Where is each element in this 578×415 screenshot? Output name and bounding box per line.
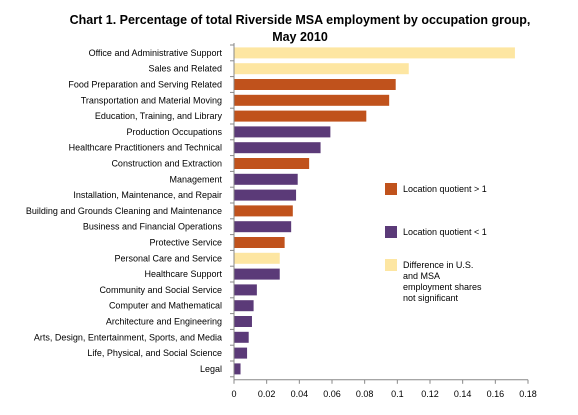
bar	[234, 79, 396, 90]
legend-label: and MSA	[403, 271, 440, 281]
category-label: Healthcare Support	[144, 269, 222, 279]
x-tick-label: 0.04	[291, 389, 309, 399]
bar	[234, 63, 409, 75]
category-label: Food Preparation and Serving Related	[68, 80, 222, 90]
x-axis: 0 0.02 0.04 0.06 0.08 0.1 0.12 0.14 0.16 0.18	[230, 43, 537, 399]
bar	[234, 94, 390, 106]
legend: Location quotient > 1 Location quotient <…	[385, 183, 487, 303]
category-label: Healthcare Practitioners and Technical	[69, 143, 222, 153]
chart-title-line-1: Chart 1. Percentage of total Riverside M…	[70, 13, 531, 27]
x-tick-label: 0.02	[258, 389, 276, 399]
category-label: Building and Grounds Cleaning and Mainte…	[26, 206, 222, 216]
chart-title-line-2: May 2010	[272, 30, 328, 44]
category-label: Transportation and Material Moving	[81, 95, 222, 105]
legend-swatch	[385, 183, 397, 195]
category-label: Sales and Related	[148, 64, 222, 74]
bar	[234, 173, 298, 185]
bar	[234, 237, 285, 248]
legend-label: Location quotient < 1	[403, 227, 487, 237]
category-label: Community and Social Service	[99, 285, 222, 295]
bar	[234, 300, 254, 312]
category-label: Computer and Mathematical	[109, 301, 222, 311]
bar	[234, 221, 292, 233]
legend-label: employment shares	[403, 282, 482, 292]
x-tick-label: 0.16	[487, 389, 505, 399]
bar	[234, 252, 280, 264]
legend-label: Location quotient > 1	[403, 184, 487, 194]
category-label: Protective Service	[149, 238, 222, 248]
bar	[234, 363, 241, 375]
x-tick-label: 0.1	[391, 389, 404, 399]
category-labels: Office and Administrative Support Sales a…	[26, 48, 223, 374]
category-label: Legal	[200, 364, 222, 374]
bar	[234, 316, 252, 327]
x-tick-label: 0.14	[454, 389, 472, 399]
legend-label: not significant	[403, 293, 459, 303]
x-tick-label: 0	[231, 389, 236, 399]
legend-swatch	[385, 226, 397, 238]
x-tick-label: 0.12	[421, 389, 439, 399]
bar	[234, 110, 367, 122]
category-label: Arts, Design, Entertainment, Sports, and…	[34, 332, 222, 342]
category-label: Office and Administrative Support	[89, 48, 223, 58]
bar	[234, 205, 293, 217]
bar	[234, 347, 248, 359]
category-label: Management	[169, 174, 222, 184]
x-tick-label: 0.18	[519, 389, 537, 399]
category-label: Business and Financial Operations	[83, 222, 223, 232]
category-label: Installation, Maintenance, and Repair	[73, 190, 222, 200]
bar	[234, 47, 515, 59]
category-label: Personal Care and Service	[114, 253, 222, 263]
bar	[234, 142, 321, 154]
category-label: Life, Physical, and Social Science	[87, 348, 222, 358]
bar	[234, 268, 280, 280]
bar	[234, 189, 297, 201]
bar	[234, 331, 249, 343]
bar	[234, 126, 331, 138]
bars-group	[234, 47, 515, 375]
legend-label: Difference in U.S.	[403, 260, 473, 270]
category-label: Construction and Extraction	[111, 159, 222, 169]
category-label: Production Occupations	[126, 127, 222, 137]
category-label: Education, Training, and Library	[95, 111, 223, 121]
legend-swatch	[385, 259, 397, 271]
category-label: Architecture and Engineering	[106, 317, 222, 327]
x-tick-label: 0.08	[356, 389, 374, 399]
bar	[234, 284, 257, 296]
x-tick-label: 0.06	[323, 389, 341, 399]
bar	[234, 158, 310, 169]
